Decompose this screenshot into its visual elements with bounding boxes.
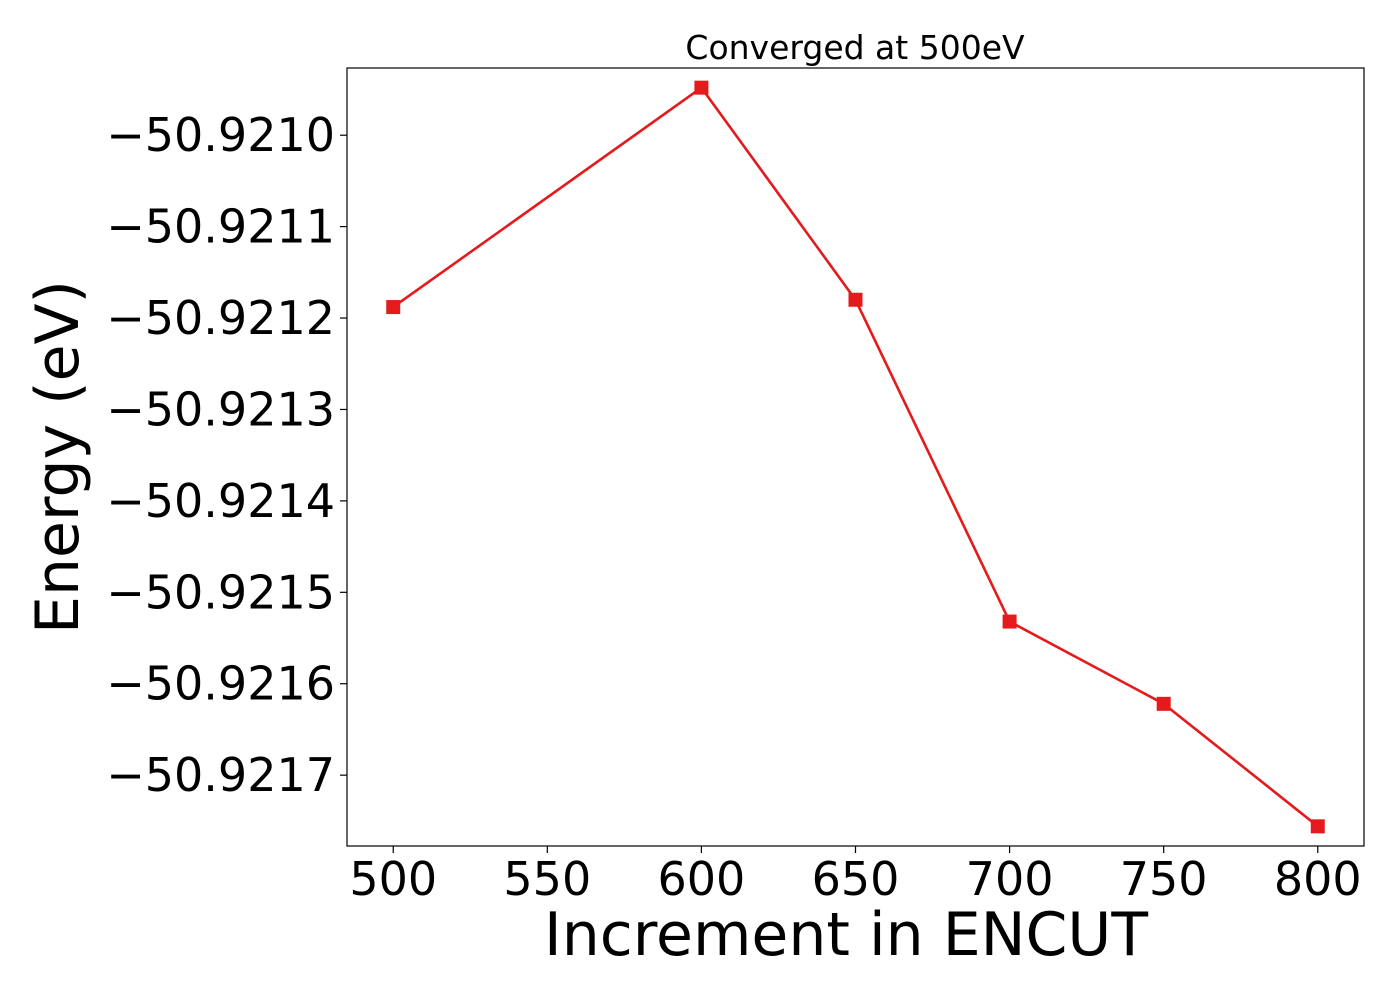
x-axis: 500 550 600 650 700 750 800 [349,846,1362,906]
chart-title: Converged at 500eV [685,28,1025,67]
x-tick-label: 800 [1274,852,1362,906]
x-tick-label: 550 [503,852,591,906]
y-tick-label: −50.9213 [106,382,335,436]
y-tick-label: −50.9211 [106,200,335,254]
series-line [392,85,1319,828]
y-tick-label: −50.9216 [106,657,335,711]
y-axis-label: Energy (eV) [23,280,93,634]
x-axis-label: Increment in ENCUT [544,900,1148,970]
data-series [386,80,1325,834]
plot-frame [346,67,1365,847]
data-point-marker [1002,614,1017,629]
x-tick-label: 500 [349,852,437,906]
data-point-marker [694,80,709,95]
data-point-marker [1310,819,1325,834]
x-tick-label: 650 [812,852,900,906]
y-tick-label: −50.9212 [106,291,335,345]
y-axis: −50.9210 −50.9211 −50.9212 −50.9213 −50.9214… [106,108,347,802]
y-tick-label: −50.9214 [106,474,335,528]
y-tick-label: −50.9217 [106,748,335,802]
data-point-marker [848,292,863,307]
data-point-marker [386,300,401,315]
y-tick-label: −50.9210 [106,108,335,162]
x-tick-label: 750 [1120,852,1208,906]
y-tick-label: −50.9215 [106,565,335,619]
x-tick-label: 700 [966,852,1054,906]
x-tick-label: 600 [658,852,746,906]
data-point-marker [1156,696,1171,711]
